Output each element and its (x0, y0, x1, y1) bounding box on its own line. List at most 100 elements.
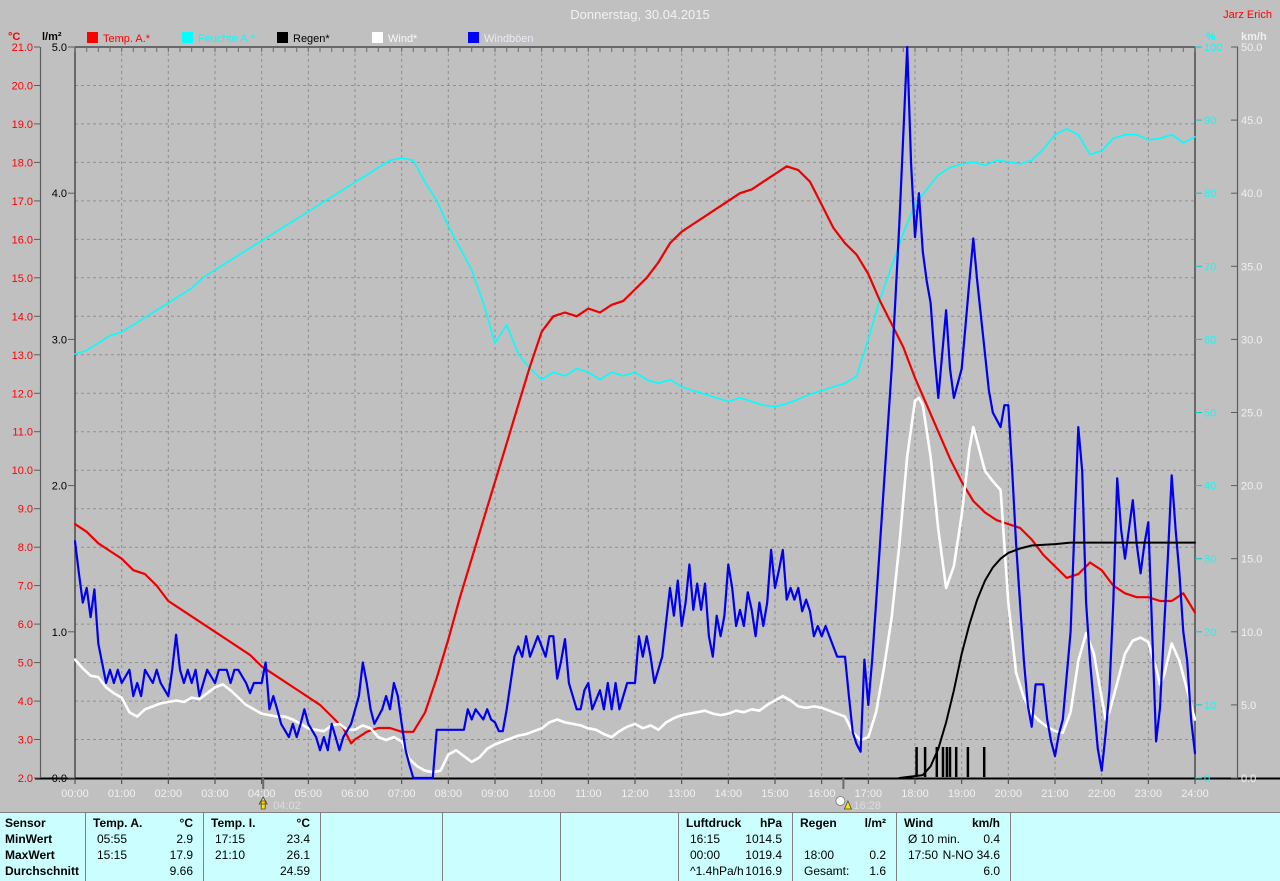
x-tick-label: 09:00 (481, 788, 509, 800)
table-col-unit: l/m² (864, 816, 886, 830)
table-cell-time: 16:15 (690, 832, 721, 846)
table-row-label: MinWert (5, 832, 53, 846)
table-col-title: Luftdruck (686, 816, 742, 830)
humidity-tick-label: 60 (1204, 334, 1216, 346)
wind-tick-label: 30.0 (1241, 334, 1262, 346)
table-cell-time: 05:55 (97, 832, 128, 846)
x-tick-label: 23:00 (1135, 788, 1163, 800)
table-col-title: Temp. A. (93, 816, 143, 830)
table-cell-time: Gesamt: (804, 864, 850, 878)
table-cell-value: 23.4 (286, 832, 310, 846)
wind-axis-unit: km/h (1241, 31, 1267, 43)
temp-tick-label: 6.0 (18, 619, 33, 631)
table-cell-value: N-NO 34.6 (942, 848, 1000, 862)
wind-tick-label: 10.0 (1241, 627, 1262, 639)
station-owner-label: Jarz Erich (1223, 9, 1272, 21)
x-tick-label: 24:00 (1181, 788, 1209, 800)
table-cell-value: 1.6 (869, 864, 886, 878)
rain-tick-label: 3.0 (52, 334, 67, 346)
x-tick-label: 05:00 (295, 788, 323, 800)
table-divider (1010, 813, 1011, 881)
legend-swatch (277, 32, 288, 43)
table-cell-time: 15:15 (97, 848, 128, 862)
table-row-label: Sensor (5, 816, 46, 830)
humidity-tick-label: 100 (1204, 42, 1222, 54)
temp-tick-label: 10.0 (12, 465, 33, 477)
humidity-tick-label: 90 (1204, 115, 1216, 127)
table-col-unit: °C (296, 816, 310, 830)
table-cell-value: 26.1 (286, 848, 310, 862)
series-feuchte-a- (74, 128, 1196, 408)
table-cell-value: 24.59 (279, 864, 310, 878)
rain-tick-label: 4.0 (52, 188, 67, 200)
legend-swatch (182, 32, 193, 43)
legend-swatch (372, 32, 383, 43)
page-title: Donnerstag, 30.04.2015 (570, 7, 710, 22)
x-tick-label: 06:00 (341, 788, 369, 800)
table-col-title: Regen (800, 816, 837, 830)
legend-label: Temp. A.* (103, 33, 151, 45)
table-row-label: Durchschnitt (5, 864, 80, 878)
statistics-table: Sensor MinWert MaxWert Durchschnitt Temp. A.… (0, 812, 1280, 881)
wind-tick-label: 0.0 (1241, 773, 1256, 785)
table-cell-time: 21:10 (215, 848, 246, 862)
temp-tick-label: 7.0 (18, 581, 33, 593)
legend-label: Feuchte A.* (198, 33, 256, 45)
table-cell-time: 17:15 (215, 832, 246, 846)
table-cell-value: 1019.4 (745, 848, 782, 862)
temp-tick-label: 9.0 (18, 504, 33, 516)
x-tick-label: 15:00 (761, 788, 789, 800)
table-cell-value: 6.0 (983, 864, 1000, 878)
table-cell-value: 17.9 (169, 848, 193, 862)
table-divider (85, 813, 86, 881)
x-tick-label: 16:00 (808, 788, 836, 800)
wind-tick-label: 40.0 (1241, 188, 1262, 200)
table-divider (442, 813, 443, 881)
x-tick-label: 19:00 (948, 788, 976, 800)
table-col-unit: km/h (971, 816, 1000, 830)
marker-time-label: 16:28 (853, 800, 881, 812)
rain-tick-label: 5.0 (52, 42, 67, 54)
legend-label: Windböen (484, 33, 534, 45)
x-tick-label: 13:00 (668, 788, 696, 800)
temp-tick-label: 15.0 (12, 273, 33, 285)
table-cell-time: 00:00 (690, 848, 721, 862)
table-divider (560, 813, 561, 881)
table-divider (320, 813, 321, 881)
marker-time-label: 04:02 (273, 800, 301, 812)
rain-tick-label: 1.0 (52, 627, 67, 639)
table-row-label: MaxWert (5, 848, 55, 862)
temp-tick-label: 5.0 (18, 658, 33, 670)
temp-tick-label: 11.0 (12, 427, 33, 439)
humidity-tick-label: 10 (1204, 700, 1216, 712)
table-divider (678, 813, 679, 881)
series-wind- (74, 396, 1196, 774)
temp-tick-label: 2.0 (18, 773, 33, 785)
table-cell-value: 9.66 (169, 864, 193, 878)
table-cell-time: ^1.4hPa/h (690, 864, 744, 878)
x-tick-label: 08:00 (435, 788, 463, 800)
x-tick-label: 20:00 (995, 788, 1023, 800)
temp-tick-label: 20.0 (12, 81, 33, 93)
temp-tick-label: 19.0 (12, 119, 33, 131)
x-tick-label: 10:00 (528, 788, 556, 800)
rain-tick-label: 0.0 (52, 773, 67, 785)
rain-axis-unit: l/m² (42, 31, 62, 43)
table-divider (896, 813, 897, 881)
temp-tick-label: 13.0 (12, 350, 33, 362)
legend-label: Wind* (388, 33, 418, 45)
humidity-tick-label: 80 (1204, 188, 1216, 200)
humidity-tick-label: 40 (1204, 481, 1216, 493)
humidity-tick-label: 50 (1204, 408, 1216, 420)
temp-tick-label: 12.0 (12, 388, 33, 400)
wind-tick-label: 25.0 (1241, 408, 1262, 420)
x-tick-label: 22:00 (1088, 788, 1116, 800)
table-cell-value: 0.4 (983, 832, 1000, 846)
wind-tick-label: 35.0 (1241, 261, 1262, 273)
table-col-title: Wind (904, 816, 934, 830)
table-col-unit: °C (179, 816, 193, 830)
humidity-axis-unit: % (1206, 31, 1216, 43)
temp-axis-unit: °C (8, 31, 20, 43)
sunrise-icon (258, 796, 268, 810)
wind-tick-label: 50.0 (1241, 42, 1262, 54)
